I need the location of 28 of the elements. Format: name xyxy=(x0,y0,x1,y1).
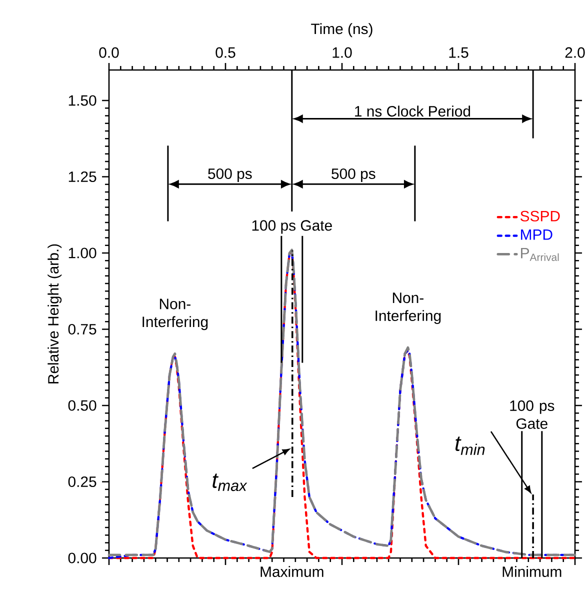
legend-label: SSPD xyxy=(520,210,560,222)
y-tick-label: 0.00 xyxy=(68,552,96,564)
y-tick-label: 0.50 xyxy=(68,400,96,411)
text: Maximum xyxy=(260,566,324,578)
ref-line-label: t$_{max}$ xyxy=(212,474,248,492)
legend-label: MPD xyxy=(521,229,552,240)
y-axis-title: Relative Height (arb.) xyxy=(48,244,62,384)
y-tick-label: 1.50 xyxy=(68,95,96,106)
y-tick-label: 1.00 xyxy=(68,248,96,258)
y-tick-label: 1.25 xyxy=(68,171,96,182)
ref-line-label: t$_{min}$ xyxy=(455,436,485,455)
legend-label: P$_{Arrival}$ xyxy=(521,248,559,261)
text: Minimum xyxy=(502,566,562,578)
annotation: 500 ps xyxy=(208,168,252,182)
x-tick-label: 0.0 xyxy=(99,47,119,58)
annotation: 100 ps Gate xyxy=(510,400,554,429)
annotation: Non-Interfering xyxy=(376,292,441,324)
y-tick-label: 0.75 xyxy=(68,324,96,335)
annotation: Non-Interfering xyxy=(142,298,208,330)
annotation: 1 ns Clock Period xyxy=(355,106,470,117)
x-axis-title: Time (ns) xyxy=(311,23,372,38)
x-tick-label: 0.5 xyxy=(216,47,236,58)
x-tick-label: 1.5 xyxy=(449,47,468,58)
x-tick-label: 2.0 xyxy=(565,47,585,58)
annotation: 500 ps xyxy=(332,168,376,182)
annotation: 100 ps Gate xyxy=(252,220,332,234)
y-tick-label: 0.25 xyxy=(68,476,96,488)
x-tick-label: 1.0 xyxy=(332,47,352,58)
